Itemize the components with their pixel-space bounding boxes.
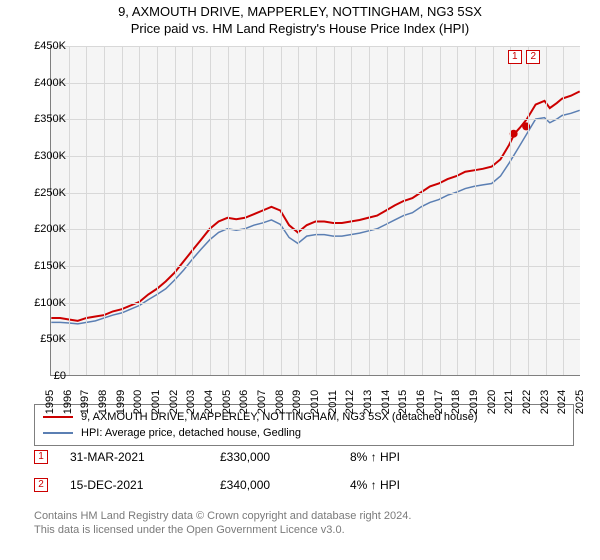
y-axis-label: £50K [20,333,66,345]
x-axis-label: 2006 [238,382,250,422]
plot-area: 12 [50,46,580,376]
sale-pct: 4% ↑ HPI [350,478,400,492]
x-axis-label: 2003 [185,382,197,422]
y-axis-label: £150K [20,260,66,272]
x-axis-label: 2004 [203,382,215,422]
legend-label: HPI: Average price, detached house, Gedl… [81,427,301,439]
sale-date: 15-DEC-2021 [70,478,220,492]
x-axis-label: 2022 [521,382,533,422]
y-axis-label: £300K [20,150,66,162]
legend-swatch [43,432,73,434]
legend-row: HPI: Average price, detached house, Gedl… [43,425,565,441]
x-axis-label: 2016 [415,382,427,422]
x-axis-label: 2014 [380,382,392,422]
y-axis-label: £350K [20,113,66,125]
sale-marker-box: 2 [34,478,48,492]
y-axis-label: £450K [20,40,66,52]
sale-marker-box: 1 [34,450,48,464]
x-axis-label: 1995 [44,382,56,422]
footnote-line: Contains HM Land Registry data © Crown c… [34,510,574,524]
y-axis-label: £250K [20,187,66,199]
x-axis-label: 2021 [503,382,515,422]
y-axis-label: £100K [20,297,66,309]
x-axis-label: 2019 [468,382,480,422]
x-axis-label: 2002 [168,382,180,422]
x-axis-label: 2017 [433,382,445,422]
sale-row: 2 15-DEC-2021 £340,000 4% ↑ HPI [34,478,574,492]
x-axis-label: 1997 [79,382,91,422]
sale-pct: 8% ↑ HPI [350,450,400,464]
x-axis-label: 2012 [344,382,356,422]
sale-date: 31-MAR-2021 [70,450,220,464]
x-axis-label: 2013 [362,382,374,422]
x-axis-label: 2020 [486,382,498,422]
x-axis-label: 1996 [62,382,74,422]
annotation-marker: 1 [508,50,522,64]
x-axis-label: 2011 [327,382,339,422]
x-axis-label: 2000 [132,382,144,422]
x-axis-label: 2010 [309,382,321,422]
y-axis-label: £0 [20,370,66,382]
x-axis-label: 2009 [291,382,303,422]
y-axis-label: £200K [20,223,66,235]
title-block: 9, AXMOUTH DRIVE, MAPPERLEY, NOTTINGHAM,… [0,0,600,36]
x-axis-label: 2001 [150,382,162,422]
footnote-line: This data is licensed under the Open Gov… [34,524,574,538]
x-axis-label: 2018 [450,382,462,422]
chart-title-2: Price paid vs. HM Land Registry's House … [0,21,600,36]
y-axis-label: £400K [20,77,66,89]
x-axis-label: 1998 [97,382,109,422]
chart-title-1: 9, AXMOUTH DRIVE, MAPPERLEY, NOTTINGHAM,… [0,4,600,19]
sale-price: £340,000 [220,478,350,492]
x-axis-label: 2005 [221,382,233,422]
x-axis-label: 2025 [574,382,586,422]
x-axis-label: 2023 [539,382,551,422]
x-axis-label: 2007 [256,382,268,422]
sale-price: £330,000 [220,450,350,464]
x-axis-label: 1999 [115,382,127,422]
x-axis-label: 2024 [556,382,568,422]
footnote: Contains HM Land Registry data © Crown c… [34,510,574,538]
sale-row: 1 31-MAR-2021 £330,000 8% ↑ HPI [34,450,574,464]
chart-container: 9, AXMOUTH DRIVE, MAPPERLEY, NOTTINGHAM,… [0,0,600,560]
annotation-marker: 2 [526,50,540,64]
x-axis-label: 2008 [274,382,286,422]
x-axis-label: 2015 [397,382,409,422]
